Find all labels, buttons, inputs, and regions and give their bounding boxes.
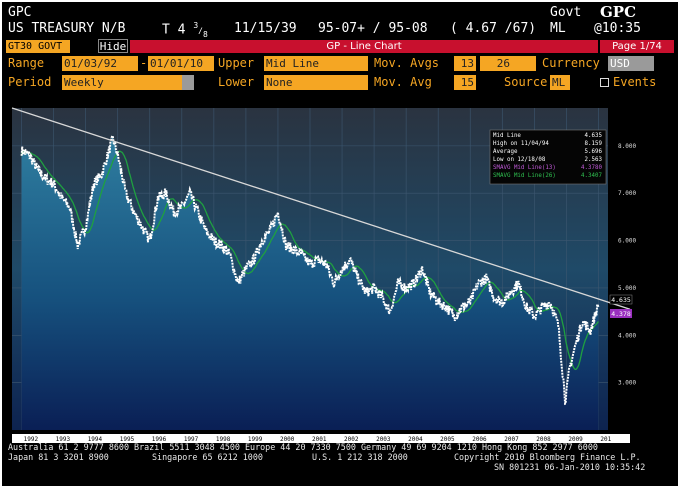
x-tick-label: 2003	[376, 436, 391, 443]
maturity-date: 11/15/39	[234, 21, 297, 36]
legend-value-midline: 4.635	[585, 133, 603, 139]
x-tick-label: 2006	[472, 436, 487, 443]
footer-contact-singapore: Singapore 65 6212 1000	[152, 452, 263, 462]
footer-contact-us: U.S. 1 212 318 2000	[312, 452, 408, 462]
mov-avg-input[interactable]: 15	[454, 75, 476, 90]
x-tick-label: 2000	[280, 436, 295, 443]
legend-label-low: Low on 12/18/08	[493, 157, 546, 163]
lower-select[interactable]: None	[264, 75, 368, 90]
legend-label-high: High on 11/04/94	[493, 141, 549, 147]
last-avg-tag: 4.378	[611, 310, 631, 318]
legend-label-smavg26: SMAVG Mid Line(26)	[493, 173, 556, 179]
x-tick-label: 2001	[312, 436, 327, 443]
x-tick-label: 1995	[120, 436, 135, 443]
x-tick-label: 1993	[56, 436, 71, 443]
legend-value-high: 8.159	[585, 141, 603, 147]
upper-label: Upper	[218, 56, 255, 70]
footer-contacts-1: Australia 61 2 9777 8600 Brazil 5511 304…	[8, 442, 598, 452]
mov-avg-1-input[interactable]: 13	[454, 56, 476, 71]
x-tick-label: 1999	[248, 436, 263, 443]
mov-avg-label: Mov. Avg	[374, 75, 432, 89]
x-tick-label: 2005	[440, 436, 455, 443]
legend-value-smavg13: 4.3780	[581, 165, 602, 171]
x-tick-label: 1998	[216, 436, 231, 443]
security-name: US TREASURY N/B	[8, 21, 126, 36]
pricing-source: ML	[550, 21, 566, 36]
area-fill	[21, 135, 599, 430]
function-code: GPC	[600, 3, 637, 21]
last-value-tag-bg	[609, 294, 633, 305]
page-indicator: Page 1/74	[600, 40, 674, 53]
x-tick-label: 201	[600, 436, 611, 443]
range-separator: -	[140, 56, 148, 70]
coupon: T 4 3/8	[162, 21, 208, 39]
x-tick-label: 2007	[504, 436, 519, 443]
legend-label-average: Average	[493, 149, 518, 155]
events-label: Events	[613, 75, 657, 89]
range-label: Range	[8, 56, 45, 70]
period-dropdown-button[interactable]	[182, 75, 194, 90]
y-tick-label: 7.000	[618, 190, 636, 197]
x-tick-label: 1994	[88, 436, 103, 443]
y-axis: 8.000 7.000 6.000 5.000 4.000 3.000	[618, 143, 636, 387]
last-avg-tag-bg	[610, 309, 632, 318]
chart-title-bar: GP - Line Chart	[130, 40, 598, 53]
footer-contact-japan: Japan 81 3 3201 8900	[8, 452, 109, 462]
events-checkbox[interactable]	[600, 78, 609, 87]
x-tick-label: 2002	[344, 436, 359, 443]
bid-ask-price: 95-07+ / 95-08	[318, 21, 428, 36]
ticker-field[interactable]: GT30 GOVT	[6, 40, 70, 53]
currency-label: Currency	[542, 56, 600, 70]
range-start-input[interactable]: 01/03/92	[62, 56, 138, 71]
last-value-tag: 4.635	[611, 296, 631, 304]
mnemonic: GPC	[8, 5, 32, 20]
legend-value-average: 5.696	[585, 149, 603, 155]
y-tick-label: 5.000	[618, 285, 636, 292]
period-label: Period	[8, 75, 52, 89]
y-tick-label: 4.000	[618, 332, 636, 339]
legend-box: Mid Line 4.635 High on 11/04/94 8.159 Av…	[489, 129, 607, 185]
x-axis: 1992 1993 1994 1995 1996 1997 1998 1999 2000 2001…	[12, 434, 630, 443]
mov-avg-2-input[interactable]: 26	[480, 56, 536, 71]
hide-button[interactable]: Hide	[98, 39, 128, 53]
period-select[interactable]: Weekly	[62, 75, 182, 90]
legend-value-smavg26: 4.3407	[581, 173, 602, 179]
lower-label: Lower	[218, 75, 255, 89]
x-tick-label: 1997	[184, 436, 199, 443]
legend-label-smavg13: SMAVG Mid Line(13)	[493, 165, 556, 171]
y-tick-label: 3.000	[618, 380, 636, 387]
source-select[interactable]: ML	[550, 75, 570, 90]
x-tick-label: 2009	[568, 436, 583, 443]
mid-line-series	[20, 134, 600, 406]
x-tick-label: 1996	[152, 436, 167, 443]
quote-time: @10:35	[594, 21, 641, 36]
trendline	[11, 107, 631, 310]
source-label: Source	[504, 75, 548, 89]
y-tick-label: 6.000	[618, 238, 636, 245]
footer-copyright: Copyright 2010 Bloomberg Finance L.P.	[454, 452, 641, 462]
range-end-input[interactable]: 01/01/10	[148, 56, 214, 71]
upper-select[interactable]: Mid Line	[264, 56, 368, 71]
currency-select[interactable]: USD	[608, 56, 654, 71]
x-tick-label: 1992	[24, 436, 39, 443]
legend-value-low: 2.563	[585, 157, 603, 163]
x-tick-label: 2004	[408, 436, 423, 443]
legend-label-midline: Mid Line	[493, 133, 521, 139]
footer-timestamp: SN 801231 06-Jan-2010 10:35:42	[494, 462, 646, 472]
mov-avgs-label: Mov. Avgs	[374, 56, 440, 70]
x-axis-band	[12, 434, 630, 443]
y-tick-label: 8.000	[618, 143, 636, 150]
bid-ask-yield: ( 4.67 /67)	[450, 21, 537, 36]
x-tick-label: 2008	[536, 436, 551, 443]
sector-label: Govt	[550, 5, 582, 20]
